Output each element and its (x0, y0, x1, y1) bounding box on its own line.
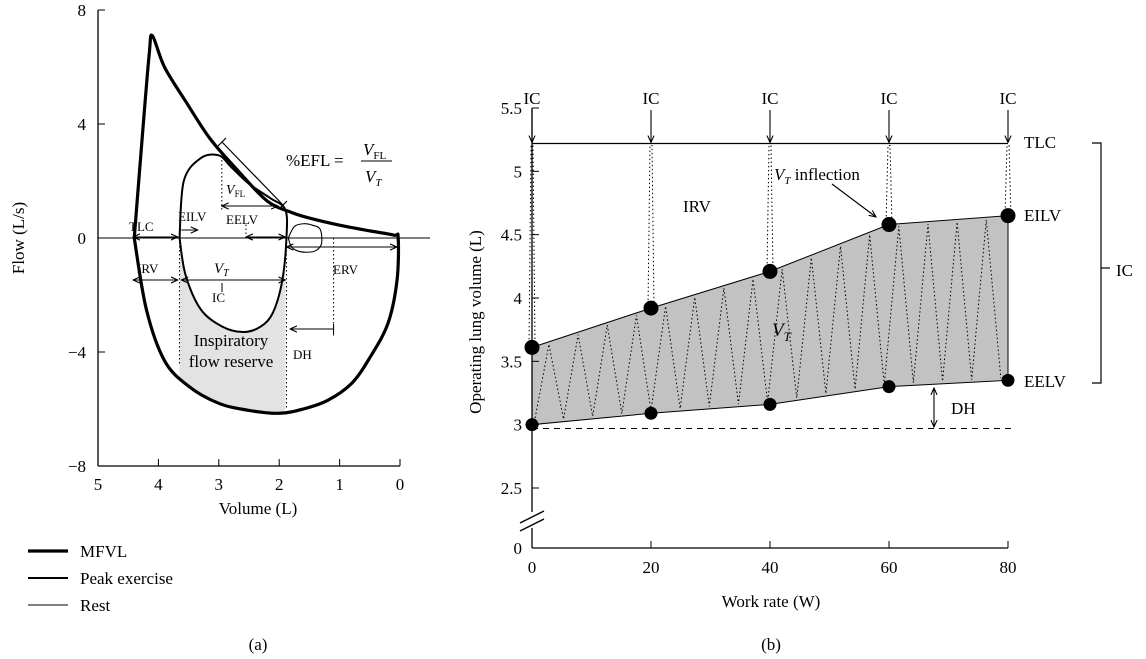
ic-top-label: IC (762, 89, 779, 108)
ic-bracket (1092, 142, 1102, 384)
tidal-breath-traces (528, 144, 1012, 422)
ic-connector (885, 144, 893, 225)
panel-a-xlabel: Volume (L) (219, 499, 298, 518)
panel-a-xtick-label: 4 (154, 475, 163, 494)
eelv-point (1001, 373, 1015, 387)
a-tlc-label: TLC (129, 219, 154, 234)
legend-rest-label: Rest (80, 596, 111, 615)
a-vt-label: VT (214, 261, 230, 279)
ic-connector (647, 144, 655, 309)
efl-bracket-cap (217, 137, 227, 147)
panel-b-ytick-label: 4.5 (501, 226, 522, 245)
a-eelv-label: EELV (226, 212, 259, 227)
eelv-point (763, 397, 777, 411)
ifr-label-line2: flow reserve (189, 352, 274, 371)
ic-top-label: IC (881, 89, 898, 108)
panel-b-ytick-label: 3 (514, 416, 523, 435)
legend-mfvl-label: MFVL (80, 542, 127, 561)
panel-b-ytick-label: 3.5 (501, 352, 522, 371)
panel-b-axes: 0 2.5 3 3.5 4 4.5 5 5.5 0 20 40 60 80 (501, 99, 1017, 577)
ifr-label-line1: Inspiratory (194, 331, 269, 350)
panel-a-xtick-label: 0 (396, 475, 405, 494)
panel-b-xtick-label: 60 (881, 558, 898, 577)
a-eilv-label: EILV (178, 209, 207, 224)
panel-b-label: (b) (761, 635, 781, 654)
efl-bracket (221, 141, 284, 206)
panel-a-ytick-label: 8 (78, 1, 87, 20)
b-dh-label: DH (951, 399, 976, 418)
panel-a-xtick-label: 5 (94, 475, 103, 494)
panel-a-flow-volume-chart: 840−4−85 4 3 2 1 0 Volume (L) Flow (L/s) (a) … (9, 1, 430, 654)
a-ic-label: IC (212, 290, 225, 305)
panel-b-operating-volume-chart: 0 2.5 3 3.5 4 4.5 5 5.5 0 20 40 60 80 IC IC IC IC IC Wor… (466, 89, 1133, 654)
b-eelv-label: EELV (1024, 372, 1067, 391)
panel-b-xlabel: Work rate (W) (722, 592, 821, 611)
b-irv-label: IRV (683, 197, 712, 216)
a-dh-label: DH (293, 347, 312, 362)
b-vt-label: VT (772, 320, 792, 344)
eelv-point (644, 406, 658, 420)
panel-a-xtick-label: 3 (215, 475, 224, 494)
efl-bracket-cap (278, 200, 288, 210)
ic-top-label: IC (1000, 89, 1017, 108)
panel-b-xtick-label: 40 (762, 558, 779, 577)
panel-b-ytick-label: 4 (514, 289, 523, 308)
inflection-arrow (831, 183, 876, 217)
axis-break-mark (519, 510, 545, 524)
panel-a-ytick-label: 0 (78, 229, 87, 248)
b-ic-right-label: IC (1116, 261, 1133, 280)
axis-break-mark (519, 518, 545, 532)
panel-b-markers (524, 142, 1016, 432)
panel-b-ytick-label: 5.5 (501, 99, 522, 118)
ic-connector (766, 144, 774, 272)
legend-peak-label: Peak exercise (80, 569, 173, 588)
eelv-point (525, 418, 539, 432)
eilv-point (524, 339, 540, 355)
panel-b-annotations: IC IC IC IC IC (524, 89, 1110, 427)
panel-a-annotations (133, 137, 397, 409)
vfl-label: VFL (226, 183, 245, 199)
ic-connector (528, 144, 536, 348)
inspiratory-flow-reserve-area (179, 238, 286, 414)
eilv-point (1000, 208, 1016, 224)
eilv-point (762, 263, 778, 279)
efl-formula-prefix: %EFL = (286, 151, 344, 170)
panel-a-ytick-label: −4 (68, 343, 87, 362)
eelv-point (882, 380, 896, 394)
panel-a-ytick-label: 4 (78, 115, 87, 134)
panel-b-ytick-label: 0 (514, 539, 523, 558)
panel-b-xtick-label: 80 (1000, 558, 1017, 577)
ic-top-label: IC (524, 89, 541, 108)
mfvl-curve (132, 33, 401, 415)
efl-numerator: VFL (363, 140, 387, 162)
panel-b-ytick-label: 2.5 (501, 479, 522, 498)
panel-b-xtick-label: 0 (528, 558, 537, 577)
ic-connector (1004, 144, 1012, 216)
panel-a-label: (a) (249, 635, 268, 654)
a-irv-label: IRV (137, 261, 159, 276)
panel-a-xtick-label: 1 (335, 475, 344, 494)
a-erv-label: ERV (333, 262, 359, 277)
b-eilv-label: EILV (1024, 206, 1062, 225)
vt-inflection-label: VT inflection (774, 165, 860, 187)
panel-b-xtick-label: 20 (643, 558, 660, 577)
panel-a-xtick-label: 2 (275, 475, 284, 494)
panel-a-legend: MFVL Peak exercise Rest (28, 542, 173, 615)
eilv-point (643, 300, 659, 316)
eilv-point (881, 217, 897, 233)
panel-a-ylabel: Flow (L/s) (9, 202, 28, 274)
panel-b-ylabel: Operating lung volume (L) (466, 230, 485, 414)
panel-a-ytick-label: −8 (68, 457, 86, 476)
efl-denominator: VT (365, 167, 382, 189)
b-tlc-label: TLC (1024, 133, 1056, 152)
panel-b-ytick-label: 5 (514, 162, 523, 181)
ic-top-label: IC (643, 89, 660, 108)
